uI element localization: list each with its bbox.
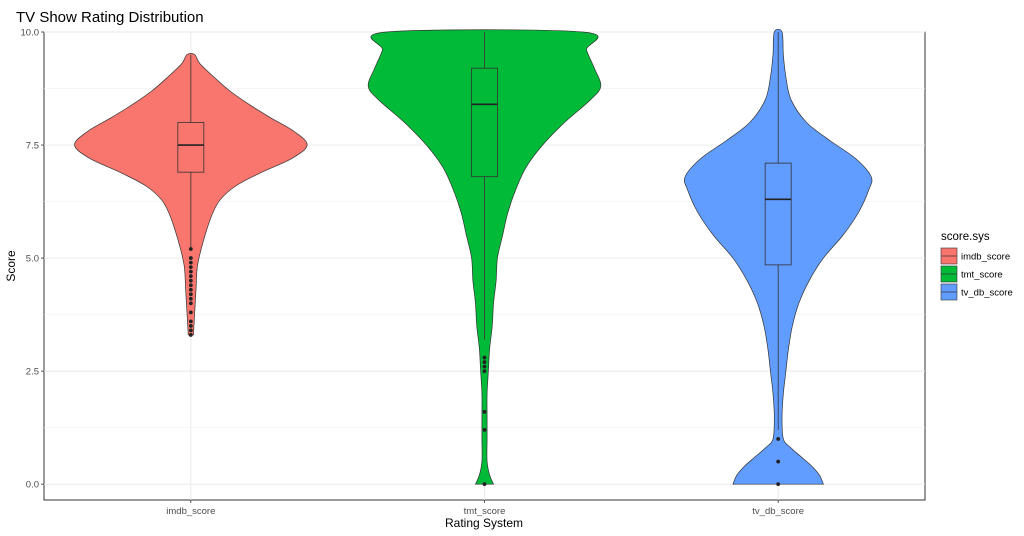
outlier-point — [188, 256, 193, 260]
outlier-point — [482, 369, 487, 374]
outlier-point — [482, 355, 487, 360]
outlier-point — [188, 292, 193, 297]
box-tmt_score — [471, 67, 498, 178]
legend-label: tv_db_score — [961, 288, 1013, 299]
y-axis: 0.0 2.5 5.0 7.5 10.0 — [21, 28, 44, 491]
x-axis-title: Rating System — [445, 516, 523, 530]
legend: score.sys imdb_score tmt_score tv_db_score — [940, 231, 1013, 301]
outlier-point — [776, 459, 781, 464]
outlier-point — [188, 328, 193, 333]
outlier-point — [482, 364, 487, 369]
box-imdb_score — [177, 122, 205, 173]
legend-title: score.sys — [941, 231, 990, 243]
violins — [74, 28, 873, 487]
legend-label: tmt_score — [961, 270, 1003, 281]
y-tick-label: 2.5 — [26, 367, 39, 378]
outlier-point — [188, 260, 193, 265]
outlier-point — [188, 287, 193, 292]
y-tick-label: 0.0 — [26, 480, 39, 491]
box-tv_db_score — [764, 162, 792, 266]
outlier-point — [188, 269, 193, 274]
outlier-point — [776, 437, 781, 441]
outlier-point — [482, 428, 487, 432]
outlier-point — [188, 310, 193, 315]
outlier-point — [188, 265, 193, 270]
x-tick-label: imdb_score — [166, 506, 215, 517]
outlier-point — [188, 296, 193, 301]
outlier-point — [188, 278, 193, 283]
y-tick-label: 7.5 — [26, 141, 39, 152]
outlier-point — [188, 247, 193, 251]
x-tick-label: tv_db_score — [752, 506, 804, 517]
outlier-point — [776, 482, 781, 487]
outlier-point — [188, 283, 193, 288]
outlier-point — [482, 360, 487, 364]
outlier-point — [188, 319, 193, 324]
x-tick-label: tmt_score — [464, 506, 506, 517]
chart-title: TV Show Rating Distribution — [16, 9, 204, 26]
y-axis-title: Score — [4, 250, 18, 282]
outlier-point — [188, 301, 193, 306]
outlier-point — [482, 409, 487, 414]
y-tick-label: 5.0 — [26, 254, 39, 265]
x-axis: imdb_score tmt_score tv_db_score — [166, 500, 804, 517]
outlier-point — [482, 482, 487, 487]
outlier-point — [188, 324, 193, 328]
y-tick-label: 10.0 — [21, 28, 40, 39]
violin-tv_db_score — [683, 28, 873, 485]
outlier-point — [188, 274, 193, 279]
outlier-point — [188, 333, 193, 337]
legend-label: imdb_score — [961, 252, 1010, 263]
